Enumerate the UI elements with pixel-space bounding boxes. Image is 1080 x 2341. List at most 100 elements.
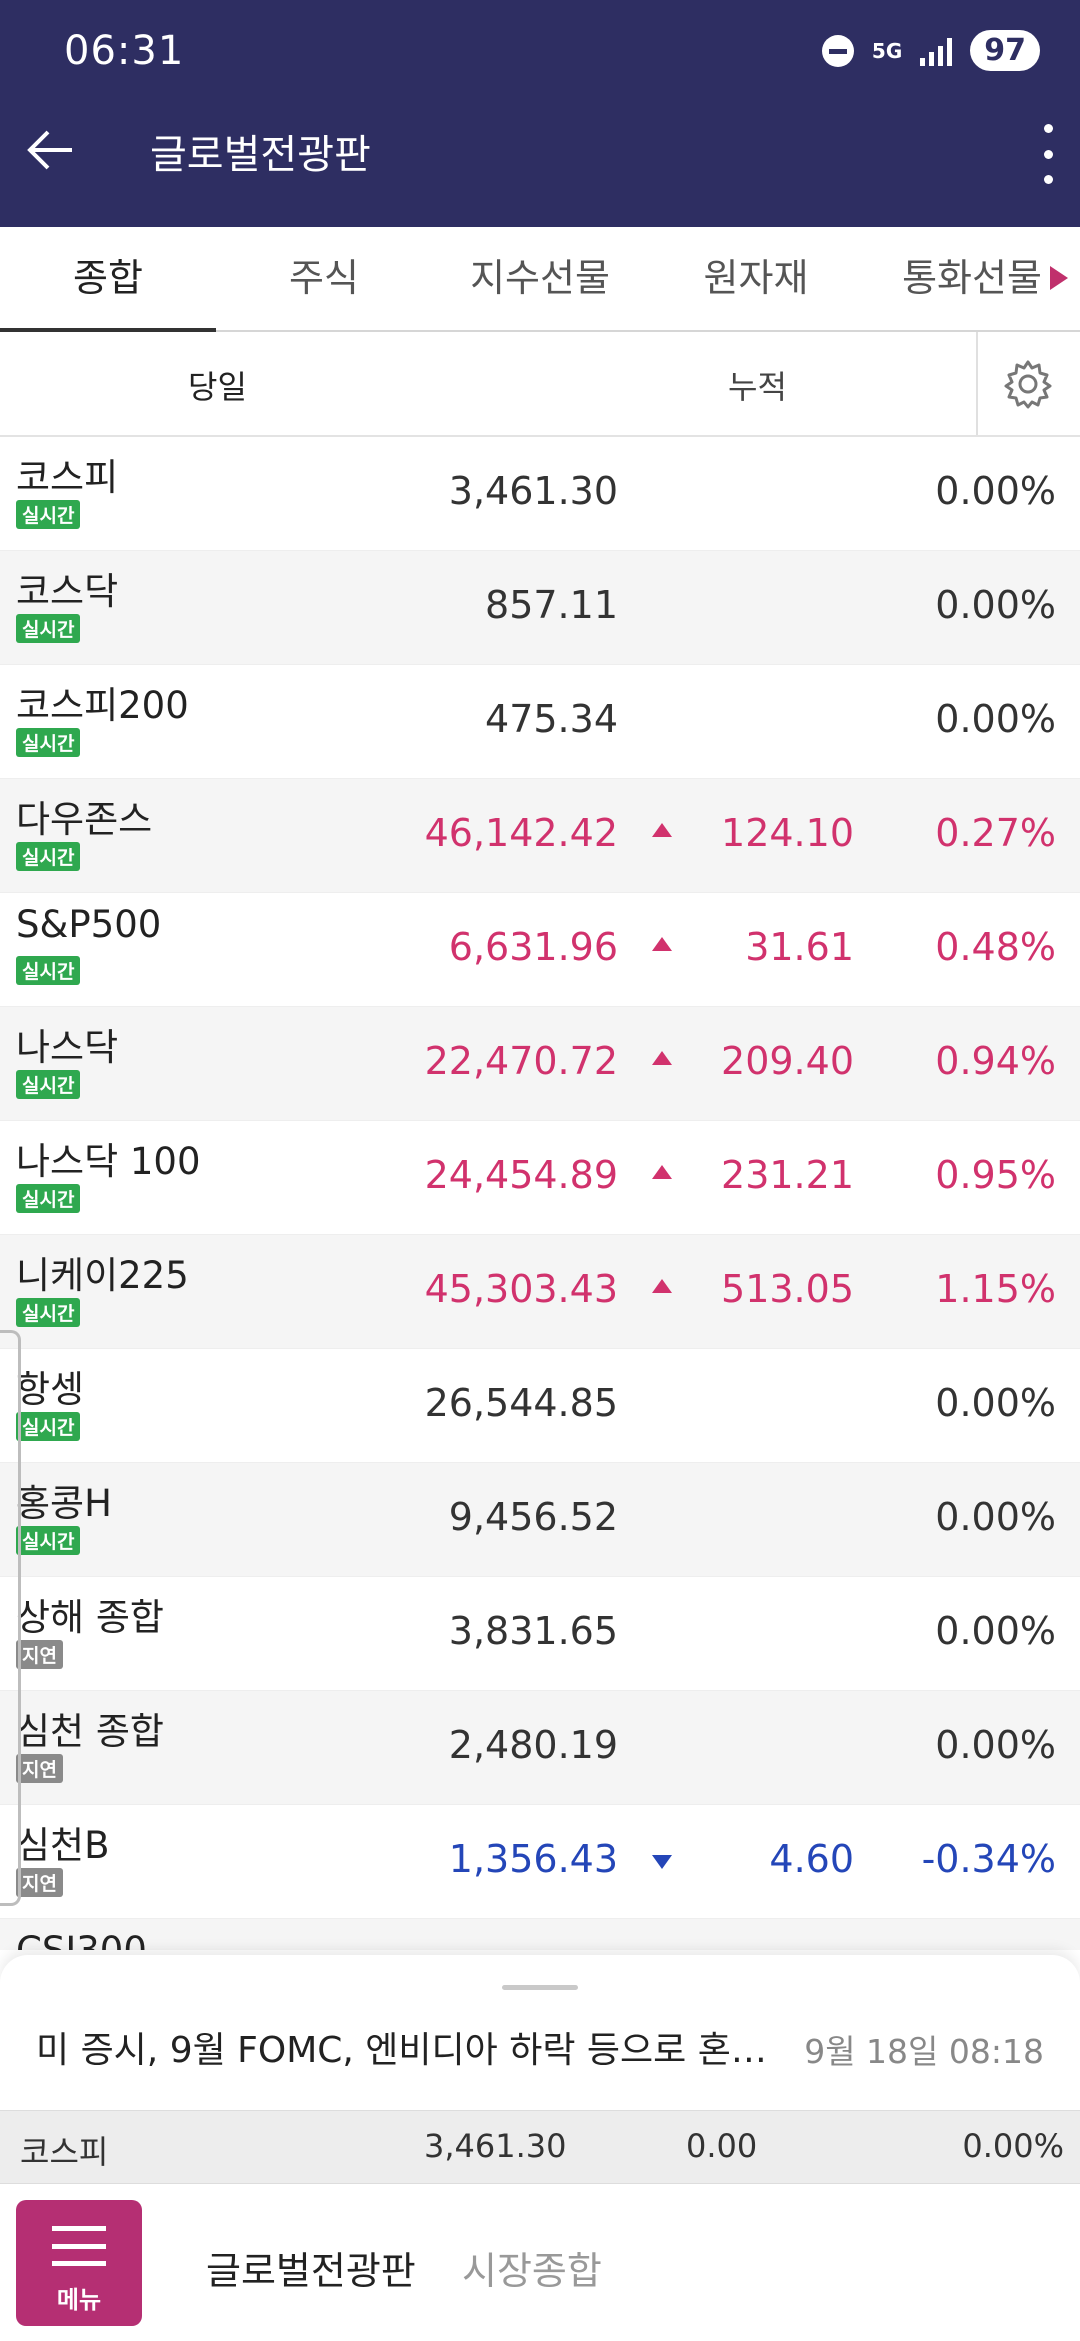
status-badge: 실시간 — [16, 1526, 81, 1555]
index-percent: -0.34% — [921, 1837, 1056, 1881]
status-badge: 실시간 — [16, 1184, 81, 1213]
battery-indicator: 97 — [970, 30, 1040, 71]
sheet-drag-handle[interactable] — [502, 1985, 578, 1990]
index-name: 코스피200 — [16, 684, 189, 727]
index-name: 심천B — [16, 1824, 110, 1867]
index-price: 1,356.43 — [448, 1837, 618, 1881]
index-percent: 1.15% — [935, 1267, 1056, 1311]
index-price: 3,461.30 — [448, 469, 618, 513]
index-percent: 0.00% — [935, 1609, 1056, 1653]
index-percent: 0.94% — [935, 1039, 1056, 1083]
status-badge: 지연 — [16, 1868, 63, 1897]
tab-index-futures[interactable]: 지수선물 — [470, 256, 610, 300]
tab-commodities[interactable]: 원자재 — [703, 256, 809, 300]
index-row[interactable]: 나스닥 100 실시간 24,454.89 231.21 0.95% — [0, 1121, 1080, 1235]
index-price: 24,454.89 — [424, 1153, 618, 1197]
signal-icon — [920, 36, 953, 66]
ticker-price: 3,461.30 — [424, 2127, 567, 2165]
index-row[interactable]: 코스피 실시간 3,461.30 0.00% — [0, 437, 1080, 551]
index-price: 22,470.72 — [424, 1039, 618, 1083]
index-percent: 0.48% — [935, 925, 1056, 969]
index-name: 다우존스 — [16, 798, 153, 841]
index-row[interactable]: 코스닥 실시간 857.11 0.00% — [0, 551, 1080, 665]
cumulative-toggle[interactable]: 누적 — [728, 368, 787, 406]
index-price: 9,456.52 — [448, 1495, 618, 1539]
status-badge: 실시간 — [16, 500, 81, 529]
bottom-nav: 메뉴 글로벌전광판 시장종합 — [0, 2183, 1080, 2341]
tab-currency-futures[interactable]: 통화선물 — [902, 256, 1042, 300]
index-price: 2,480.19 — [448, 1723, 618, 1767]
index-row[interactable]: 나스닥 실시간 22,470.72 209.40 0.94% — [0, 1007, 1080, 1121]
news-sheet[interactable]: 미 증시, 9월 FOMC, 엔비디아 하락 등으로 혼조세 9월 18일 08… — [0, 1955, 1080, 2110]
index-price: 475.34 — [485, 697, 618, 741]
category-tabs: 종합 주식 지수선물 원자재 통화선물 — [0, 227, 1080, 332]
status-badge: 실시간 — [16, 1412, 81, 1441]
index-row[interactable]: 심천B 지연 1,356.43 4.60 -0.34% — [0, 1805, 1080, 1919]
index-name: 니케이225 — [16, 1254, 189, 1297]
status-badge: 실시간 — [16, 614, 81, 643]
index-row[interactable]: 홍콩H 실시간 9,456.52 0.00% — [0, 1463, 1080, 1577]
up-arrow-icon — [652, 823, 672, 837]
index-list: 코스피 실시간 3,461.30 0.00% 코스닥 실시간 857.11 0.00% 코스피2… — [0, 437, 1080, 1950]
back-arrow-icon[interactable] — [22, 120, 82, 180]
side-drawer-handle[interactable] — [0, 1330, 21, 1906]
index-change: 231.21 — [721, 1153, 854, 1197]
index-percent: 0.00% — [935, 1381, 1056, 1425]
menu-label: 메뉴 — [56, 2286, 102, 2314]
index-row[interactable]: 상해 종합 지연 3,831.65 0.00% — [0, 1577, 1080, 1691]
index-row[interactable]: 코스피200 실시간 475.34 0.00% — [0, 665, 1080, 779]
status-badge: 실시간 — [16, 1070, 81, 1099]
nav-market-overview[interactable]: 시장종합 — [462, 2249, 602, 2293]
column-header: 당일 누적 — [0, 332, 1080, 437]
index-price: 45,303.43 — [424, 1267, 618, 1311]
hamburger-icon — [52, 2226, 106, 2266]
index-percent: 0.00% — [935, 1495, 1056, 1539]
index-name: 코스피 — [16, 456, 119, 499]
index-name: CSI300 — [16, 1929, 147, 1950]
index-change: 209.40 — [721, 1039, 854, 1083]
index-row[interactable]: CSI3004,498.1053.011.16% — [0, 1919, 1080, 1950]
index-name: 항셍 — [16, 1368, 85, 1411]
index-percent: 0.27% — [935, 811, 1056, 855]
index-name: 홍콩H — [16, 1482, 112, 1525]
up-arrow-icon — [652, 1051, 672, 1065]
up-arrow-icon — [652, 1165, 672, 1179]
tab-scroll-right-icon[interactable] — [1050, 266, 1068, 290]
today-toggle[interactable]: 당일 — [188, 368, 247, 406]
status-badge: 지연 — [16, 1640, 63, 1669]
index-percent: 0.95% — [935, 1153, 1056, 1197]
index-percent: 0.00% — [935, 697, 1056, 741]
more-options-icon[interactable] — [1042, 124, 1054, 184]
gear-icon[interactable] — [1000, 356, 1056, 412]
index-percent: 0.00% — [935, 1723, 1056, 1767]
news-date: 9월 18일 08:18 — [804, 2032, 1044, 2071]
index-change: 31.61 — [745, 925, 854, 969]
index-change: 4.60 — [769, 1837, 854, 1881]
do-not-disturb-icon — [821, 34, 854, 67]
index-row[interactable]: 항셍 실시간 26,544.85 0.00% — [0, 1349, 1080, 1463]
app-header: 06:31 5G 97 글로벌전광판 — [0, 0, 1080, 227]
nav-global-board[interactable]: 글로벌전광판 — [206, 2249, 416, 2293]
index-row[interactable]: S&P500 실시간 6,631.96 31.61 0.48% — [0, 893, 1080, 1007]
divider — [976, 332, 978, 435]
index-name: 코스닥 — [16, 570, 119, 613]
status-badge: 실시간 — [16, 842, 81, 871]
index-price: 857.11 — [485, 583, 618, 627]
index-row[interactable]: 다우존스 실시간 46,142.42 124.10 0.27% — [0, 779, 1080, 893]
index-name: 나스닥 100 — [16, 1140, 201, 1183]
tab-stocks[interactable]: 주식 — [289, 256, 359, 300]
menu-button[interactable]: 메뉴 — [16, 2200, 142, 2326]
index-percent: 0.00% — [935, 583, 1056, 627]
ticker-name: 코스피 — [20, 2133, 109, 2171]
index-change: 513.05 — [721, 1267, 854, 1311]
news-headline[interactable]: 미 증시, 9월 FOMC, 엔비디아 하락 등으로 혼조세 — [36, 2030, 796, 2071]
index-price: 46,142.42 — [424, 811, 618, 855]
tab-overview[interactable]: 종합 — [0, 227, 216, 332]
up-arrow-icon — [652, 1279, 672, 1293]
index-price: 6,631.96 — [448, 925, 618, 969]
index-row[interactable]: 니케이225 실시간 45,303.43 513.05 1.15% — [0, 1235, 1080, 1349]
index-row[interactable]: 심천 종합 지연 2,480.19 0.00% — [0, 1691, 1080, 1805]
index-name: 상해 종합 — [16, 1596, 164, 1639]
status-badge: 실시간 — [16, 956, 81, 985]
bottom-ticker[interactable]: 코스피 3,461.30 0.00 0.00% — [0, 2110, 1080, 2183]
